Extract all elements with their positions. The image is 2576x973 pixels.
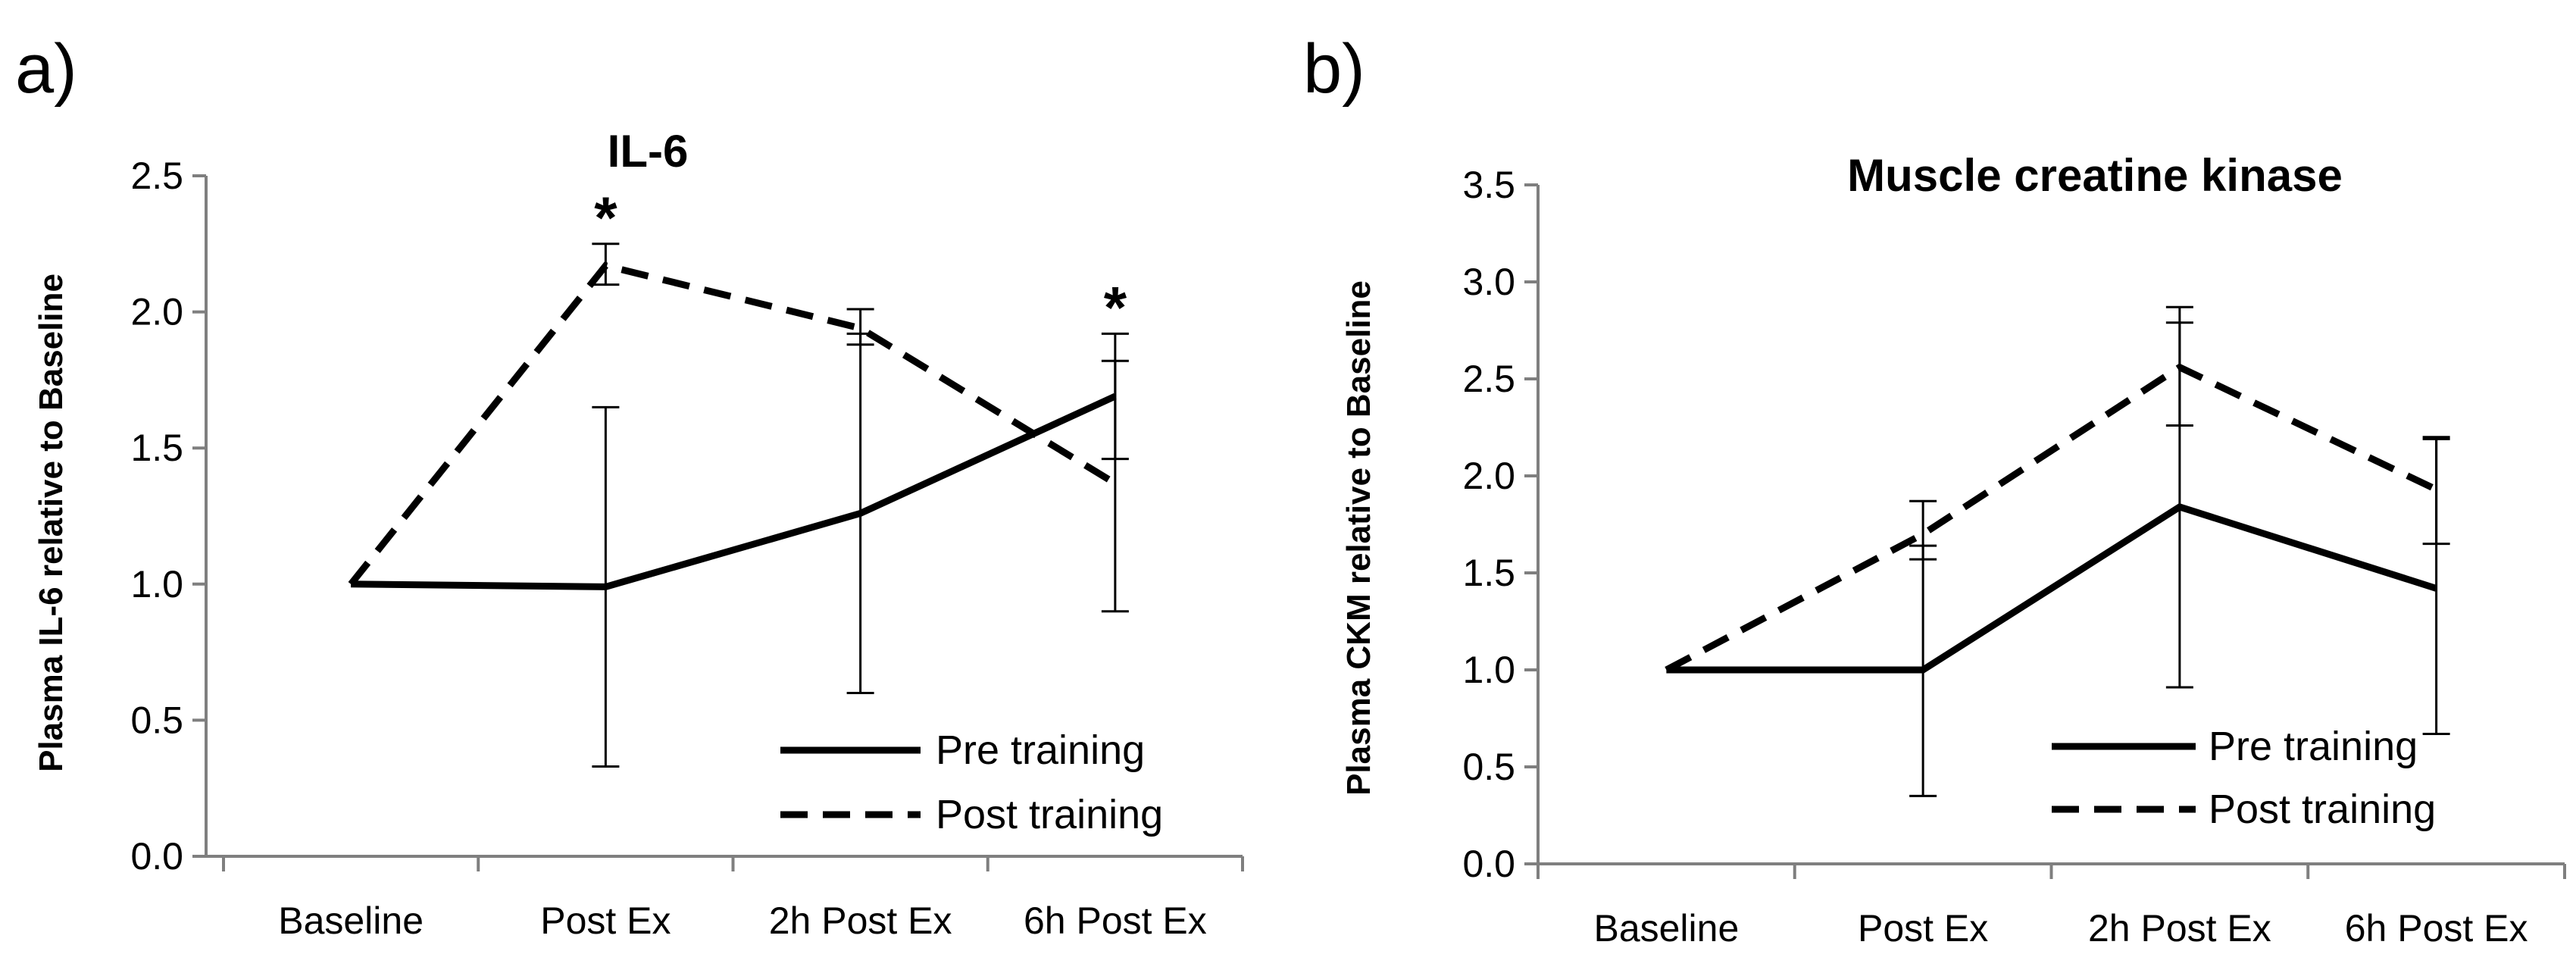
y-tick-label-a: 0.5: [130, 699, 183, 741]
x-tick-label-b: Baseline: [1593, 907, 1739, 950]
x-tick-label-b: Post Ex: [1858, 907, 1988, 950]
panel-label-b: b): [1303, 30, 1365, 108]
x-tick-label-b: 6h Post Ex: [2345, 907, 2528, 950]
legend-label-post-b: Post training: [2209, 787, 2436, 832]
y-tick-label-b: 0.5: [1462, 746, 1515, 788]
series-line-pre-training-b: [1666, 503, 2437, 674]
series-line-pre-training-a: [351, 393, 1117, 590]
x-tick-label-a: 6h Post Ex: [1024, 899, 1207, 942]
y-tick-label-a: 2.0: [130, 291, 183, 333]
chart-panel-a: a) IL-6 Plasma IL-6 relative to Baseline…: [15, 30, 1244, 942]
significance-star-a: *: [594, 184, 617, 251]
panel-label-a: a): [15, 30, 77, 108]
y-axis-label-a: Plasma IL-6 relative to Baseline: [33, 274, 70, 772]
y-tick-label-a: 1.5: [130, 427, 183, 469]
x-tick-label-a: Post Ex: [540, 899, 671, 942]
y-tick-label-b: 3.5: [1462, 164, 1515, 206]
x-tick-label-b: 2h Post Ex: [2088, 907, 2271, 950]
legend-label-pre-a: Pre training: [936, 727, 1145, 773]
chart-title-b: Muscle creatine kinase: [1847, 150, 2343, 201]
y-tick-label-b: 2.5: [1462, 358, 1515, 400]
x-tick-label-a: 2h Post Ex: [769, 899, 952, 942]
x-tick-label-a: Baseline: [278, 899, 424, 942]
y-tick-label-a: 2.5: [130, 155, 183, 197]
y-tick-label-b: 1.0: [1462, 649, 1515, 691]
series-line-post-training-a: [348, 261, 1118, 587]
series-line-post-training-b: [1665, 363, 2438, 673]
chart-title-a: IL-6: [608, 126, 689, 177]
y-tick-label-b: 3.0: [1462, 261, 1515, 303]
y-tick-label-b: 0.0: [1462, 843, 1515, 885]
chart-panel-b: b) Muscle creatine kinase Plasma CKM rel…: [1303, 30, 2566, 950]
legend-label-pre-b: Pre training: [2209, 724, 2418, 769]
legend-label-post-a: Post training: [936, 792, 1163, 837]
significance-star-a: *: [1104, 274, 1127, 340]
y-tick-label-b: 1.5: [1462, 552, 1515, 594]
y-axis-label-b: Plasma CKM relative to Baseline: [1340, 280, 1377, 796]
y-tick-label-b: 2.0: [1462, 455, 1515, 497]
y-tick-label-a: 0.0: [130, 835, 183, 878]
y-tick-label-a: 1.0: [130, 563, 183, 605]
